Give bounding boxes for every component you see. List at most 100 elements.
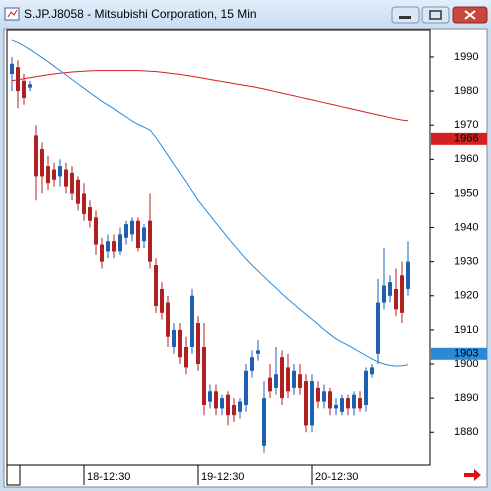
candle-body bbox=[400, 275, 404, 313]
candle-body bbox=[106, 241, 110, 252]
price-marker bbox=[431, 132, 487, 145]
candle-body bbox=[346, 398, 350, 409]
y-tick-label: 1960 bbox=[454, 153, 478, 165]
price-marker-label: 1966 bbox=[454, 133, 478, 145]
candle-body bbox=[286, 367, 290, 392]
candle-body bbox=[268, 377, 272, 392]
candle-body bbox=[370, 367, 374, 375]
x-tick-label: 18-12:30 bbox=[87, 471, 130, 483]
candle-body bbox=[154, 265, 158, 307]
window-icon bbox=[4, 7, 20, 21]
x-tick-label: 19-12:30 bbox=[201, 471, 244, 483]
candle-body bbox=[64, 169, 68, 187]
candle-body bbox=[16, 67, 20, 92]
candle-body bbox=[328, 391, 332, 409]
candle-body bbox=[238, 401, 242, 412]
candle-body bbox=[172, 329, 176, 347]
y-tick-label: 1970 bbox=[454, 119, 478, 131]
candle-body bbox=[226, 394, 230, 416]
candle-body bbox=[148, 220, 152, 262]
window-title: S.JP.J8058 - Mitsubishi Corporation, 15 … bbox=[24, 7, 257, 21]
candle-body bbox=[46, 166, 50, 184]
y-tick-label: 1910 bbox=[454, 324, 478, 336]
candle-body bbox=[196, 323, 200, 365]
price-marker bbox=[431, 347, 487, 360]
y-tick-label: 1930 bbox=[454, 256, 478, 268]
candle-body bbox=[358, 398, 362, 409]
candle-body bbox=[88, 207, 92, 221]
candle-body bbox=[406, 261, 410, 289]
candle-body bbox=[100, 244, 104, 262]
candle-body bbox=[10, 63, 14, 75]
candle-body bbox=[316, 387, 320, 402]
close-glyph bbox=[464, 10, 476, 20]
candle-body bbox=[40, 149, 44, 177]
candle-body bbox=[28, 84, 32, 88]
candle-body bbox=[34, 135, 38, 177]
candle-body bbox=[142, 227, 146, 242]
plot: 1880 1890 1900 1910 1920 1930 1940 1950 1960 1970… bbox=[10, 39, 487, 485]
candle-body bbox=[280, 357, 284, 399]
candle-body bbox=[394, 288, 398, 310]
candle-body bbox=[184, 346, 188, 368]
candle-body bbox=[160, 288, 164, 313]
candle-body bbox=[340, 398, 344, 412]
candle-body bbox=[58, 166, 62, 177]
y-tick-label: 1920 bbox=[454, 290, 478, 302]
candle-body bbox=[52, 169, 56, 180]
candle-body bbox=[208, 391, 212, 402]
candle-body bbox=[322, 391, 326, 402]
minimize-glyph bbox=[399, 16, 411, 19]
y-tick-label: 1950 bbox=[454, 187, 478, 199]
scroll-arrow[interactable] bbox=[464, 469, 481, 481]
candle-body bbox=[388, 282, 392, 296]
y-tick-label: 1880 bbox=[454, 426, 478, 438]
y-tick-label: 1900 bbox=[454, 358, 478, 370]
candle-body bbox=[292, 370, 296, 388]
y-tick-label: 1890 bbox=[454, 392, 478, 404]
candle-body bbox=[94, 217, 98, 245]
moving-average-line bbox=[11, 39, 409, 367]
candle-body bbox=[178, 329, 182, 358]
candle-body bbox=[190, 295, 194, 347]
window-buttons[interactable] bbox=[391, 6, 488, 24]
candle-body bbox=[334, 404, 338, 409]
candle-body bbox=[256, 350, 260, 354]
candle-body bbox=[70, 172, 74, 194]
candle-body bbox=[376, 302, 380, 354]
candle-body bbox=[136, 220, 140, 249]
price-marker-label: 1903 bbox=[454, 348, 478, 360]
candle-body bbox=[82, 193, 86, 214]
candle-body bbox=[382, 285, 386, 303]
minimize-button[interactable] bbox=[391, 6, 420, 24]
y-tick-label: 1940 bbox=[454, 221, 478, 233]
candle-body bbox=[310, 381, 314, 426]
candle-body bbox=[124, 224, 128, 238]
candle-body bbox=[22, 80, 26, 98]
window-icon-graph bbox=[7, 9, 18, 18]
candle-body bbox=[274, 374, 278, 388]
y-tick-label: 1990 bbox=[454, 51, 478, 63]
x-tick-label: 20-12:30 bbox=[315, 471, 358, 483]
candle-body bbox=[250, 357, 254, 371]
candle-body bbox=[202, 346, 206, 405]
candle-body bbox=[112, 241, 116, 252]
candle-body bbox=[298, 374, 302, 388]
y-tick-label: 1980 bbox=[454, 85, 478, 97]
candle-body bbox=[214, 391, 218, 409]
moving-average-line bbox=[11, 70, 409, 122]
candle-body bbox=[262, 398, 266, 446]
corner-box bbox=[6, 464, 21, 486]
candle-body bbox=[220, 398, 224, 409]
candle-body bbox=[304, 381, 308, 426]
maximize-button[interactable] bbox=[421, 6, 450, 24]
maximize-glyph bbox=[429, 10, 442, 20]
candle-body bbox=[352, 394, 356, 409]
candle-body bbox=[244, 370, 248, 405]
candle-body bbox=[232, 404, 236, 416]
candle-body bbox=[364, 370, 368, 405]
candle-body bbox=[130, 220, 134, 235]
candle-body bbox=[76, 179, 80, 204]
candle-body bbox=[118, 234, 122, 252]
